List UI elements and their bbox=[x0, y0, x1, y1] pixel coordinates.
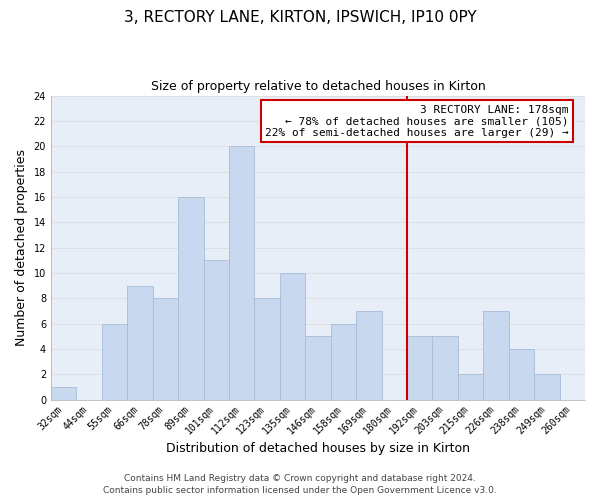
Text: 3, RECTORY LANE, KIRTON, IPSWICH, IP10 0PY: 3, RECTORY LANE, KIRTON, IPSWICH, IP10 0… bbox=[124, 10, 476, 25]
Bar bbox=[509, 349, 534, 400]
Y-axis label: Number of detached properties: Number of detached properties bbox=[15, 149, 28, 346]
Bar bbox=[127, 286, 152, 400]
Bar bbox=[356, 311, 382, 400]
X-axis label: Distribution of detached houses by size in Kirton: Distribution of detached houses by size … bbox=[166, 442, 470, 455]
Bar bbox=[51, 387, 76, 400]
Bar bbox=[433, 336, 458, 400]
Bar bbox=[254, 298, 280, 400]
Bar bbox=[534, 374, 560, 400]
Bar bbox=[407, 336, 433, 400]
Text: 3 RECTORY LANE: 178sqm
← 78% of detached houses are smaller (105)
22% of semi-de: 3 RECTORY LANE: 178sqm ← 78% of detached… bbox=[265, 104, 569, 138]
Bar bbox=[458, 374, 483, 400]
Bar bbox=[483, 311, 509, 400]
Bar bbox=[305, 336, 331, 400]
Bar bbox=[203, 260, 229, 400]
Bar bbox=[331, 324, 356, 400]
Title: Size of property relative to detached houses in Kirton: Size of property relative to detached ho… bbox=[151, 80, 485, 93]
Bar bbox=[152, 298, 178, 400]
Bar bbox=[280, 273, 305, 400]
Bar bbox=[102, 324, 127, 400]
Text: Contains HM Land Registry data © Crown copyright and database right 2024.
Contai: Contains HM Land Registry data © Crown c… bbox=[103, 474, 497, 495]
Bar bbox=[229, 146, 254, 400]
Bar bbox=[178, 197, 203, 400]
